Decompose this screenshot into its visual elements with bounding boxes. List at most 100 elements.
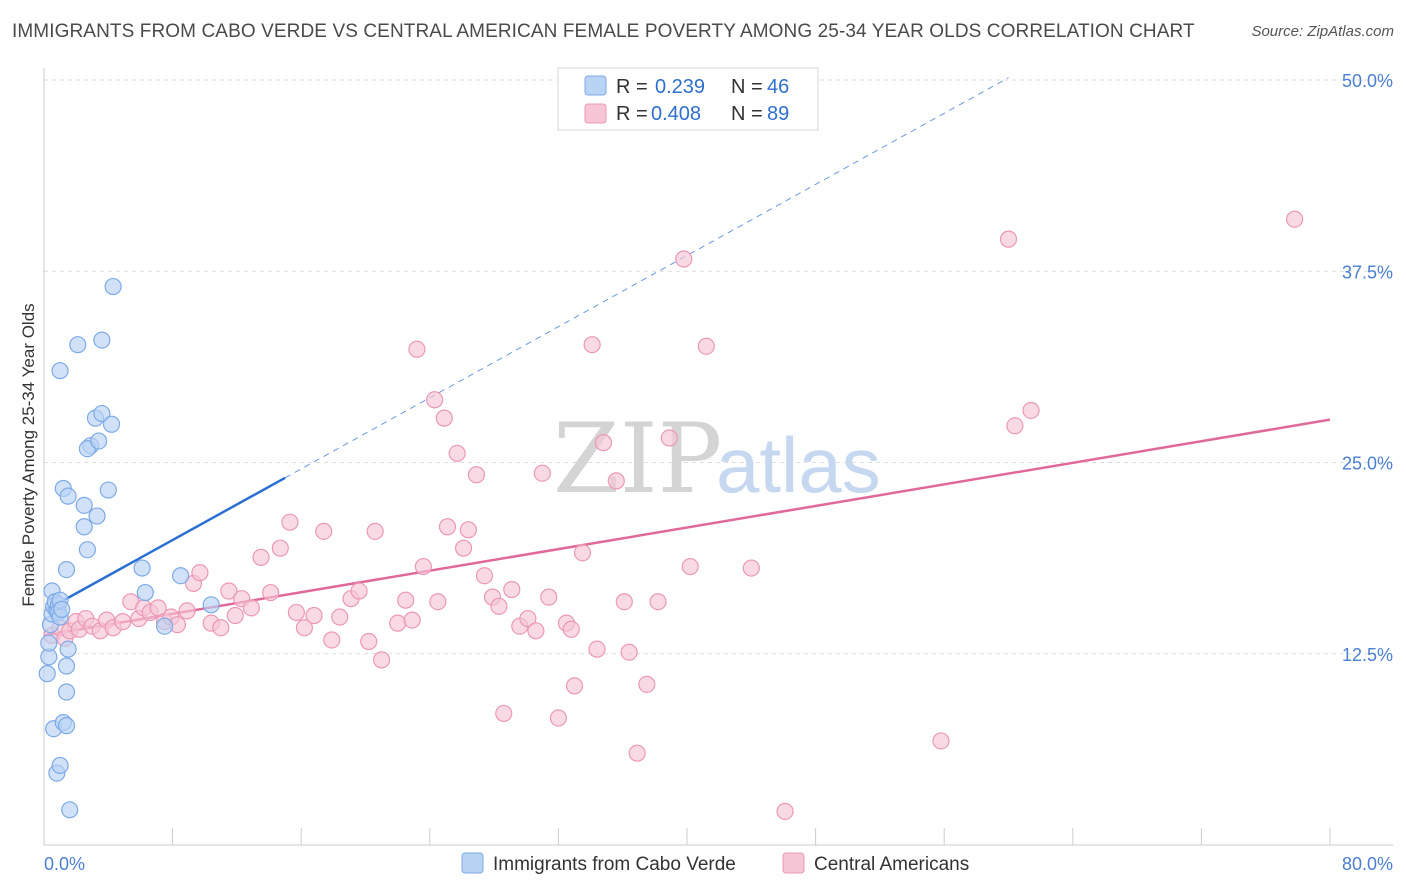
central-americans-point[interactable] [1006, 417, 1024, 435]
central-americans-point[interactable] [932, 732, 950, 750]
cabo-verde-point[interactable] [93, 331, 111, 349]
central-americans-point[interactable] [305, 606, 323, 625]
central-americans-point[interactable] [1286, 210, 1304, 228]
central-americans-point[interactable] [252, 548, 270, 566]
central-americans-point[interactable] [527, 622, 545, 640]
central-americans-point[interactable] [191, 564, 209, 582]
central-americans-point[interactable] [615, 593, 633, 611]
central-americans-point[interactable] [638, 675, 656, 693]
central-americans-point[interactable] [675, 250, 693, 268]
central-americans-point[interactable] [448, 444, 466, 462]
central-americans-point[interactable] [262, 583, 280, 602]
central-americans-point[interactable] [1022, 401, 1040, 420]
central-americans-point[interactable] [426, 391, 444, 409]
central-americans-point[interactable] [226, 606, 244, 625]
central-americans-point[interactable] [454, 539, 473, 557]
central-americans-point[interactable] [397, 591, 415, 609]
cabo-verde-point[interactable] [75, 518, 93, 536]
central-americans-point[interactable] [403, 611, 421, 629]
central-americans-point[interactable] [178, 602, 196, 620]
central-americans-point[interactable] [540, 588, 558, 606]
central-americans-point[interactable] [549, 709, 568, 727]
cabo-verde-point[interactable] [57, 560, 76, 579]
central-americans-point[interactable] [331, 608, 349, 626]
source-credit[interactable]: Source: ZipAtlas.com [1251, 23, 1394, 40]
cabo-verde-point[interactable] [57, 683, 76, 701]
central-americans-point[interactable] [429, 593, 447, 611]
central-americans-point[interactable] [408, 340, 426, 358]
central-americans-point[interactable] [697, 337, 715, 355]
central-americans-point[interactable] [533, 464, 551, 482]
central-americans-point[interactable] [114, 613, 132, 631]
cabo-verde-point[interactable] [38, 665, 56, 683]
cabo-verde-point[interactable] [61, 801, 79, 819]
central-americans-point[interactable] [490, 597, 508, 615]
central-americans-point[interactable] [220, 582, 238, 600]
central-americans-point[interactable] [350, 582, 368, 600]
central-americans-point[interactable] [999, 230, 1018, 248]
cabo-verde-point[interactable] [51, 362, 69, 380]
cabo-verde-point[interactable] [53, 600, 71, 618]
cabo-verde-point[interactable] [75, 496, 93, 514]
central-americans-point[interactable] [628, 744, 646, 762]
central-americans-point[interactable] [503, 580, 521, 599]
cabo-verde-point[interactable] [104, 277, 122, 296]
cabo-verde-point[interactable] [57, 657, 76, 675]
central-americans-point[interactable] [212, 619, 230, 637]
cabo-verde-point[interactable] [172, 567, 190, 585]
central-americans-point[interactable] [562, 620, 580, 638]
central-americans-point[interactable] [414, 557, 432, 576]
cabo-verde-point[interactable] [69, 336, 87, 354]
central-americans-point[interactable] [242, 599, 260, 617]
central-americans-point[interactable] [372, 651, 391, 669]
cabo-verde-point[interactable] [93, 404, 111, 423]
central-americans-point[interactable] [295, 619, 314, 637]
bottom-legend-swatch-pink[interactable] [782, 852, 805, 874]
central-americans-point[interactable] [366, 522, 384, 540]
central-americans-point[interactable] [594, 434, 613, 452]
cabo-verde-point[interactable] [57, 717, 76, 735]
central-americans-point[interactable] [588, 640, 606, 658]
central-americans-point[interactable] [620, 643, 638, 661]
central-americans-point[interactable] [681, 557, 699, 576]
cabo-verde-point[interactable] [88, 507, 106, 525]
central-americans-point[interactable] [323, 631, 341, 649]
central-americans-point[interactable] [435, 409, 453, 427]
central-americans-point[interactable] [281, 513, 299, 531]
central-americans-point[interactable] [607, 472, 625, 490]
central-americans-point[interactable] [583, 336, 601, 354]
bottom-legend-swatch-blue[interactable] [461, 852, 484, 874]
central-americans-point[interactable] [519, 609, 537, 628]
cabo-verde-point[interactable] [90, 432, 108, 450]
central-americans-point[interactable] [287, 603, 305, 622]
central-americans-point[interactable] [776, 802, 794, 820]
bottom-legend-label-cabo-verde[interactable]: Immigrants from Cabo Verde [493, 854, 736, 875]
central-americans-point[interactable] [565, 677, 584, 695]
central-americans-point[interactable] [742, 559, 760, 577]
cabo-verde-point[interactable] [136, 583, 154, 602]
cabo-verde-point[interactable] [59, 487, 77, 505]
cabo-verde-point[interactable] [99, 481, 117, 499]
central-americans-point[interactable] [459, 521, 477, 539]
central-americans-point[interactable] [649, 593, 667, 611]
cabo-verde-point[interactable] [155, 617, 174, 635]
central-americans-point[interactable] [495, 704, 513, 723]
central-americans-point[interactable] [438, 518, 457, 536]
central-americans-point[interactable] [475, 567, 494, 585]
central-americans-point[interactable] [271, 539, 289, 557]
cabo-verde-point[interactable] [59, 640, 77, 658]
cabo-verde-point[interactable] [78, 541, 97, 559]
cabo-verde-point[interactable] [202, 596, 220, 614]
central-americans-point[interactable] [660, 429, 678, 447]
cabo-verde-point[interactable] [40, 634, 58, 652]
cabo-verde-point[interactable] [133, 559, 151, 577]
cabo-verde-point[interactable] [51, 756, 69, 775]
central-americans-point[interactable] [389, 614, 407, 632]
central-americans-point[interactable] [360, 632, 378, 651]
central-americans-point[interactable] [573, 544, 592, 562]
central-americans-point[interactable] [467, 466, 486, 484]
cabo-verde-point[interactable] [102, 415, 121, 433]
bottom-legend-label-central-americans[interactable]: Central Americans [814, 854, 969, 875]
central-americans-point[interactable] [149, 599, 167, 617]
central-americans-point[interactable] [315, 522, 333, 540]
